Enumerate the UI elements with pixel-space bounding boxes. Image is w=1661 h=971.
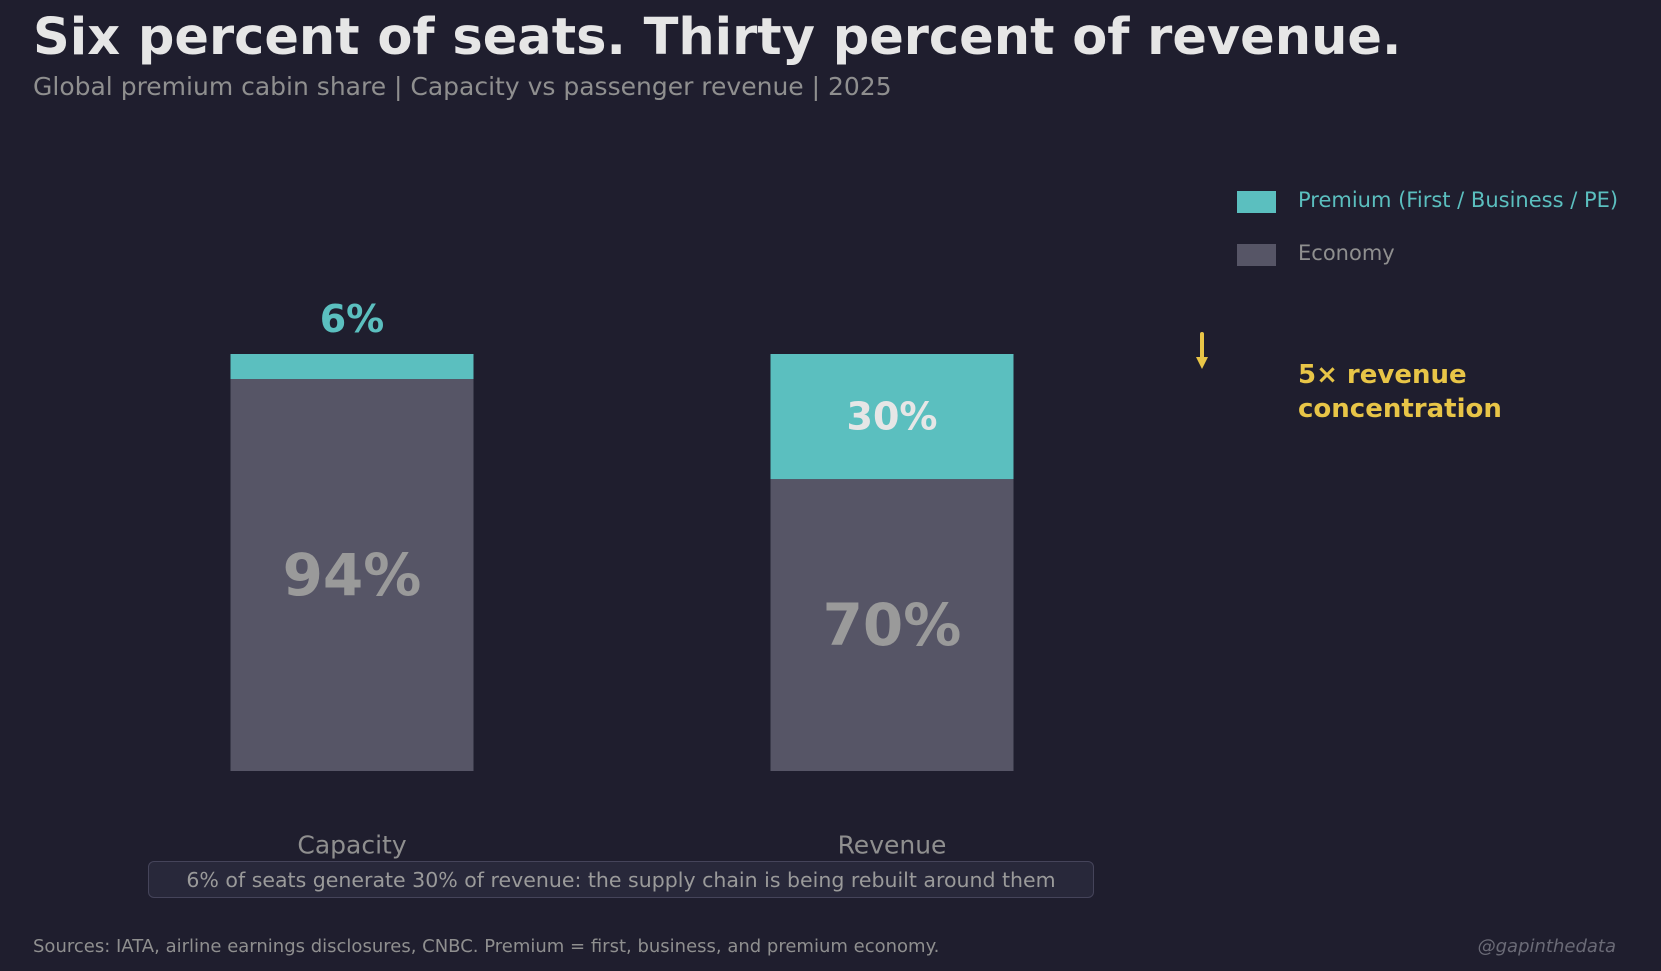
annotation-text: 5× revenue concentration bbox=[1298, 358, 1502, 426]
data-label-revenue-premium: 30% bbox=[847, 395, 938, 439]
data-label-capacity-economy: 94% bbox=[283, 541, 422, 609]
legend-label-premium: Premium (First / Business / PE) bbox=[1298, 188, 1619, 212]
data-label-revenue-economy: 70% bbox=[823, 591, 962, 659]
bar-revenue-premium bbox=[770, 354, 1014, 480]
callout-box: 6% of seats generate 30% of revenue: the… bbox=[148, 861, 1094, 898]
bar-revenue-economy bbox=[770, 479, 1014, 771]
arrow-down-icon bbox=[1196, 332, 1208, 369]
x-tick-label-capacity: Capacity bbox=[297, 831, 406, 860]
chart-subtitle: Global premium cabin share | Capacity vs… bbox=[33, 72, 892, 101]
legend-swatch-premium bbox=[1237, 191, 1276, 213]
legend-label-economy: Economy bbox=[1298, 241, 1395, 265]
legend-swatch-economy bbox=[1237, 244, 1276, 266]
bar-capacity-premium bbox=[230, 354, 474, 380]
sources-note: Sources: IATA, airline earnings disclosu… bbox=[33, 936, 940, 957]
annotation-line-1: 5× revenue bbox=[1298, 360, 1467, 390]
chart-title: Six percent of seats. Thirty percent of … bbox=[33, 8, 1402, 67]
x-tick-label-revenue: Revenue bbox=[838, 831, 947, 860]
bar-capacity-economy bbox=[230, 379, 474, 771]
data-label-capacity-premium: 6% bbox=[320, 297, 385, 341]
author-handle: @gapinthedata bbox=[1477, 936, 1616, 957]
annotation-line-2: concentration bbox=[1298, 394, 1502, 424]
